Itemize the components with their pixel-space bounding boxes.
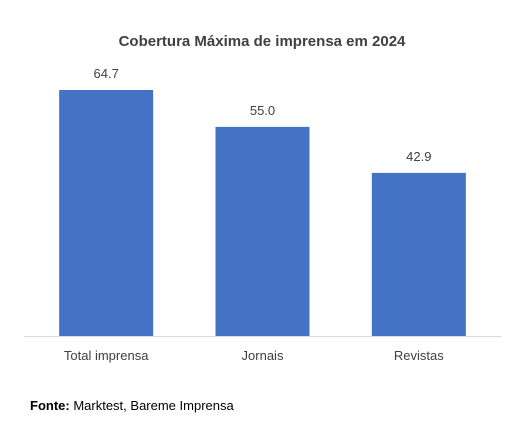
source-key: Fonte: bbox=[30, 398, 70, 413]
source-text: Marktest, Bareme Imprensa bbox=[69, 398, 234, 413]
bar-total-imprensa bbox=[59, 90, 154, 336]
data-label-total-imprensa: 64.7 bbox=[94, 66, 119, 81]
data-label-jornais: 55.0 bbox=[250, 103, 275, 118]
category-labels-group: Total imprensa Jornais Revistas bbox=[64, 348, 444, 363]
bar-jornais bbox=[215, 126, 310, 337]
bars-group bbox=[59, 90, 466, 337]
source-note: Fonte: Marktest, Bareme Imprensa bbox=[30, 398, 234, 413]
category-label-revistas: Revistas bbox=[394, 348, 444, 363]
data-labels-group: 64.7 55.0 42.9 bbox=[94, 66, 432, 164]
chart-title: Cobertura Máxima de imprensa em 2024 bbox=[119, 33, 406, 50]
data-label-revistas: 42.9 bbox=[406, 149, 431, 164]
bar-revistas bbox=[371, 172, 466, 336]
category-label-total-imprensa: Total imprensa bbox=[64, 348, 149, 363]
category-label-jornais: Jornais bbox=[242, 348, 284, 363]
